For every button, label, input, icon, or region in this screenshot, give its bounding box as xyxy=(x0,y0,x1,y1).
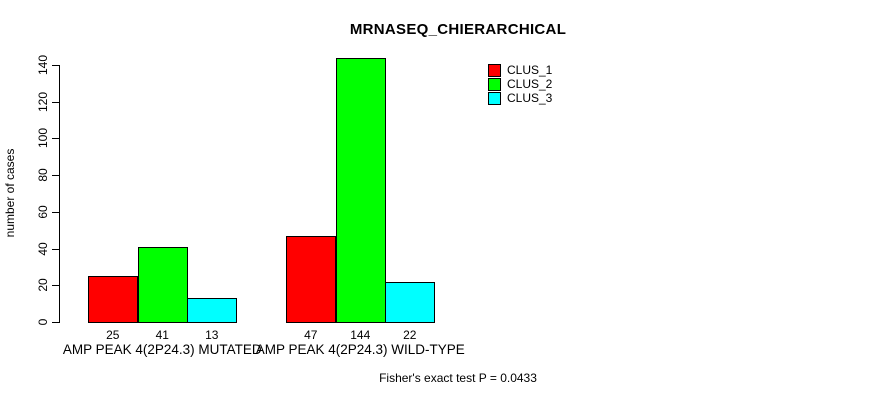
legend-label: CLUS_1 xyxy=(507,63,553,77)
legend-item-clus_1: CLUS_1 xyxy=(488,63,552,77)
y-tick-mark xyxy=(52,248,59,250)
legend: CLUS_1 CLUS_2 CLUS_3 xyxy=(488,63,552,105)
group-label: AMP PEAK 4(2P24.3) MUTATED xyxy=(62,342,262,357)
y-tick-label: 60 xyxy=(36,205,50,219)
bar-value-label: 25 xyxy=(106,328,120,342)
y-tick-mark xyxy=(52,175,59,177)
y-tick-mark xyxy=(52,285,59,287)
y-tick-mark xyxy=(52,138,59,140)
chart-title: MRNASEQ_CHIERARCHICAL xyxy=(349,21,567,38)
bar-clus_2-group2 xyxy=(335,58,386,323)
bar-clus_1-group1 xyxy=(88,276,138,323)
bar-clus_3-group2 xyxy=(385,282,435,323)
y-axis-line xyxy=(59,65,60,323)
bar-clus_3-group1 xyxy=(187,298,237,323)
legend-swatch-icon xyxy=(488,91,501,105)
legend-swatch-icon xyxy=(488,77,501,91)
y-tick-mark xyxy=(52,322,59,323)
fisher-test-annotation: Fisher's exact test P = 0.0433 xyxy=(379,371,537,385)
y-tick-mark xyxy=(52,211,59,213)
y-tick-label: 80 xyxy=(36,168,50,182)
y-tick-mark xyxy=(52,101,59,103)
y-tick-label: 0 xyxy=(36,318,50,326)
legend-item-clus_2: CLUS_2 xyxy=(488,77,552,91)
legend-label: CLUS_2 xyxy=(507,77,553,91)
y-tick-mark xyxy=(52,65,59,66)
y-axis-label: number of cases xyxy=(3,148,17,238)
y-tick-label: 140 xyxy=(36,54,50,76)
bar-value-label: 47 xyxy=(304,328,318,342)
legend-swatch-icon xyxy=(488,63,501,77)
legend-label: CLUS_3 xyxy=(507,91,553,105)
bar-value-label: 144 xyxy=(350,328,371,342)
bar-value-label: 22 xyxy=(403,328,417,342)
bar-clus_2-group1 xyxy=(137,247,188,323)
y-tick-label: 120 xyxy=(36,91,50,112)
y-tick-label: 40 xyxy=(36,241,50,256)
y-tick-label: 100 xyxy=(36,128,50,149)
legend-item-clus_3: CLUS_3 xyxy=(488,91,552,105)
bar-clus_1-group2 xyxy=(286,236,336,323)
group-label: AMP PEAK 4(2P24.3) WILD-TYPE xyxy=(255,342,465,357)
bar-value-label: 13 xyxy=(205,328,219,342)
bar-value-label: 41 xyxy=(155,328,169,342)
y-tick-label: 20 xyxy=(36,278,50,292)
